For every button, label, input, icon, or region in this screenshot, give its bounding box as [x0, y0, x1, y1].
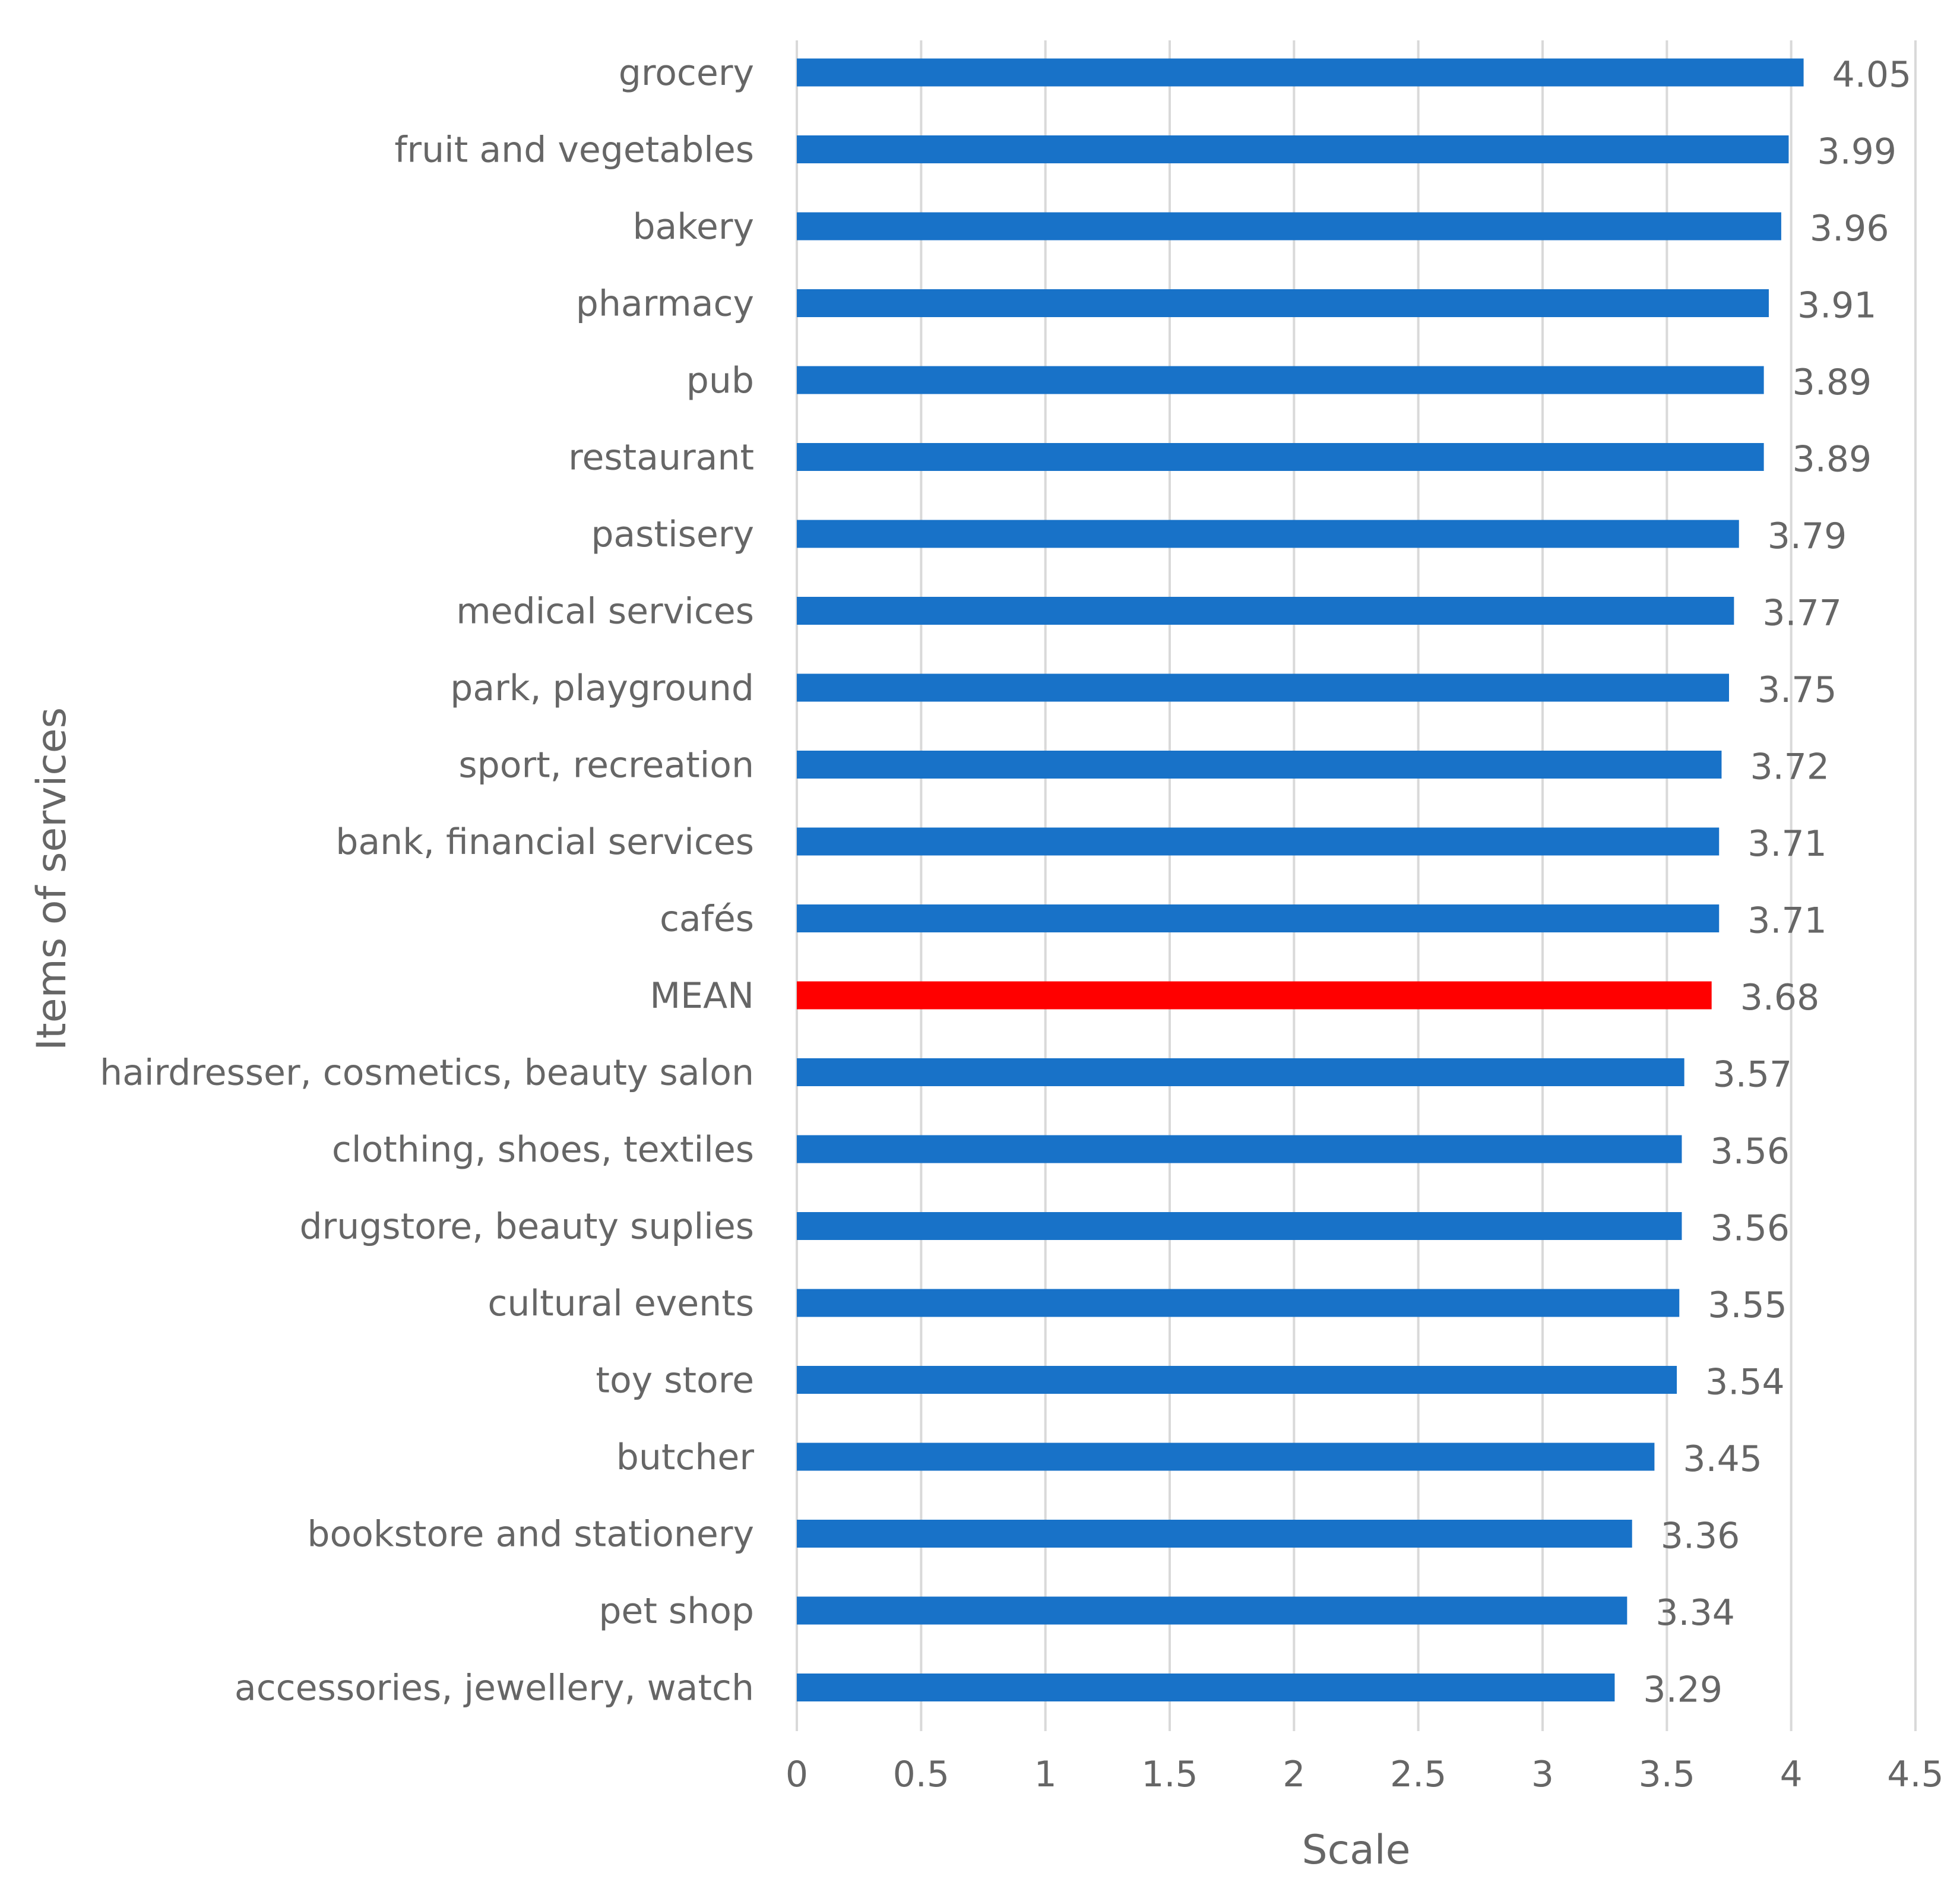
x-tick-label: 1 [1034, 1754, 1057, 1795]
category-label: grocery [619, 52, 754, 94]
x-tick-label: 2.5 [1390, 1754, 1446, 1795]
value-label: 3.72 [1750, 746, 1829, 788]
category-label: accessories, jewellery, watch [235, 1668, 754, 1709]
value-label: 3.29 [1643, 1669, 1722, 1711]
x-tick-label: 2 [1283, 1754, 1305, 1795]
category-label: bookstore and stationery [307, 1514, 754, 1555]
category-label: toy store [596, 1360, 754, 1402]
value-label: 3.75 [1758, 669, 1837, 711]
x-tick-label: 3 [1531, 1754, 1554, 1795]
category-label: cultural events [487, 1283, 754, 1324]
category-label: drugstore, beauty suplies [299, 1206, 754, 1248]
bar [797, 289, 1769, 317]
category-label: bank, financial services [335, 821, 754, 863]
category-label: sport, recreation [458, 745, 754, 786]
value-label: 3.71 [1747, 900, 1827, 942]
bar-mean [797, 981, 1712, 1010]
bar [797, 1289, 1680, 1317]
bar [797, 58, 1804, 87]
value-label: 3.77 [1762, 593, 1842, 634]
bar [797, 212, 1781, 241]
bar [797, 520, 1739, 548]
x-axis-title: Scale [1302, 1827, 1411, 1874]
bar [797, 751, 1722, 779]
value-label: 4.05 [1832, 54, 1912, 96]
value-label: 3.68 [1740, 977, 1820, 1018]
category-label: pub [686, 360, 754, 401]
bar [797, 443, 1764, 471]
value-label: 3.79 [1768, 515, 1847, 557]
x-tick-label: 4.5 [1887, 1754, 1943, 1795]
x-tick-label: 3.5 [1639, 1754, 1695, 1795]
value-label: 3.89 [1793, 362, 1872, 403]
bar [797, 1135, 1682, 1163]
value-label: 3.56 [1710, 1208, 1790, 1249]
bar [797, 1058, 1684, 1086]
bar [797, 827, 1720, 856]
y-axis-title: Items of services [29, 707, 75, 1051]
grid-lines [796, 40, 1917, 1731]
bar [797, 673, 1729, 702]
x-tick-label: 0.5 [893, 1754, 949, 1795]
value-label: 3.56 [1710, 1131, 1790, 1172]
category-label: MEAN [650, 975, 754, 1017]
bar [797, 904, 1720, 932]
value-label: 3.71 [1747, 823, 1827, 865]
category-label: butcher [616, 1437, 755, 1478]
value-label: 3.89 [1793, 439, 1872, 480]
category-label: clothing, shoes, textiles [332, 1129, 754, 1171]
value-label: 3.34 [1655, 1592, 1735, 1634]
value-label: 3.36 [1661, 1516, 1740, 1557]
bar [797, 597, 1734, 625]
value-label: 3.99 [1817, 131, 1896, 173]
value-label: 3.57 [1713, 1054, 1793, 1096]
bar [797, 1366, 1677, 1394]
category-label: bakery [632, 206, 754, 248]
value-label: 3.54 [1705, 1362, 1785, 1403]
category-label: restaurant [568, 437, 754, 479]
value-label: 3.45 [1683, 1438, 1762, 1480]
category-label: pet shop [599, 1590, 754, 1632]
bar [797, 1674, 1615, 1701]
x-tick-label: 0 [786, 1754, 808, 1795]
bar [797, 1443, 1655, 1471]
bar [797, 1520, 1632, 1548]
bar [797, 1212, 1682, 1240]
x-tick-label: 1.5 [1141, 1754, 1198, 1795]
category-label: park, playground [450, 668, 754, 709]
x-tick-label: 4 [1780, 1754, 1803, 1795]
category-label: medical services [456, 591, 754, 632]
category-label: hairdresser, cosmetics, beauty salon [100, 1052, 754, 1094]
value-label: 3.55 [1708, 1285, 1787, 1326]
category-label: cafés [660, 899, 754, 940]
category-label: pastisery [591, 514, 754, 555]
bar [797, 135, 1789, 163]
value-label: 3.96 [1810, 208, 1889, 249]
category-label: pharmacy [576, 283, 754, 325]
value-label: 3.91 [1797, 285, 1877, 327]
category-label: fruit and vegetables [394, 129, 754, 171]
bar [797, 366, 1764, 394]
bars [797, 58, 1804, 1701]
bar [797, 1596, 1627, 1625]
